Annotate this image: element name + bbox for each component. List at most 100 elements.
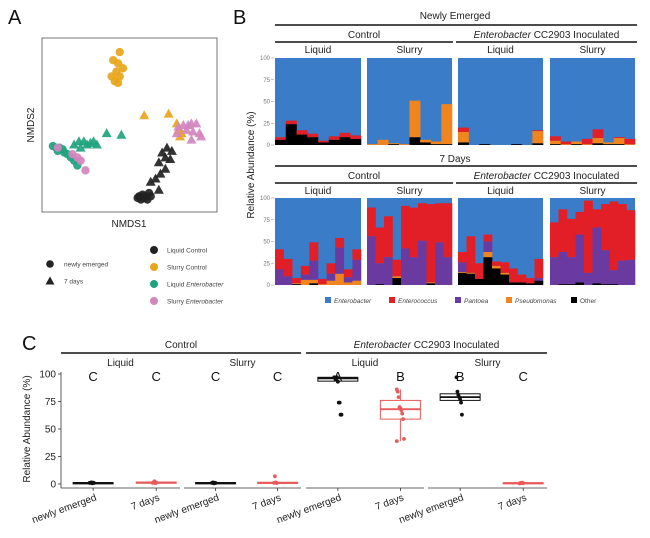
scatter-point-triangle xyxy=(157,147,168,157)
bar-segment-pseudomonas xyxy=(326,280,336,285)
italic-label: Enterobacter xyxy=(474,171,532,182)
bar-segment-pseudomonas xyxy=(426,282,436,284)
box-data-point xyxy=(154,480,159,485)
legend-color-swatch xyxy=(150,297,158,305)
scatter-point-circle xyxy=(113,78,123,88)
c-y-tick-label: 100 xyxy=(39,370,56,381)
scatter-point-triangle xyxy=(163,108,174,118)
enterobacter-background xyxy=(458,58,543,145)
bar-segment-other xyxy=(339,137,351,145)
bar-segment-other xyxy=(458,272,467,285)
bar-segment-pantoea xyxy=(567,257,576,285)
italic-label: Enterobacter xyxy=(474,30,532,41)
legend-swatch xyxy=(571,297,577,303)
bar-segment-other xyxy=(532,143,544,145)
bar-segment-enterococcus xyxy=(458,251,467,263)
bar-segment-other xyxy=(420,142,432,145)
bar-segment-enterococcus xyxy=(326,263,336,274)
scatter-point-triangle xyxy=(153,157,164,167)
bar-segment-enterococcus xyxy=(307,133,319,138)
boxplot-panel: Relative Abundance (%) 0 25 50 75 100 Control… xyxy=(22,340,547,526)
bar-segment-pantoea xyxy=(275,269,284,285)
y-axis-label: NMDS2 xyxy=(26,107,37,142)
legend-color-label: Slurry Control xyxy=(167,265,207,272)
c-facet-label: Slurry xyxy=(229,358,255,369)
scatter-point-circle xyxy=(76,156,85,165)
significance-letter: B xyxy=(396,369,405,384)
c-facet-label: Slurry xyxy=(474,358,500,369)
bar-segment-pseudomonas xyxy=(335,273,345,285)
bar-segment-other xyxy=(388,144,400,145)
bar-segment-other xyxy=(603,144,615,145)
bar-segment-other xyxy=(426,283,436,285)
y-tick-label: 25 xyxy=(263,261,270,267)
bar-segment-pantoea xyxy=(435,242,444,285)
bar-segment-other xyxy=(466,273,476,285)
treatment-label: Enterobacter CC2903 Inoculated xyxy=(474,171,620,182)
bar-segment-pantoea xyxy=(401,248,410,285)
bar-segment-enterococcus xyxy=(392,259,402,277)
bar-segment-enterococcus xyxy=(483,234,493,242)
y-tick-label: 100 xyxy=(260,196,271,202)
y-tick-label: 75 xyxy=(263,218,270,224)
bar-segment-pseudomonas xyxy=(613,138,625,145)
bar-segment-pseudomonas xyxy=(581,144,593,145)
bar-segment-enterococcus xyxy=(384,216,393,258)
legend-color-swatch xyxy=(150,263,158,271)
bar-segment-enterococcus xyxy=(285,120,297,125)
bar-segment-pseudomonas xyxy=(392,276,402,279)
c-facet-label: Liquid xyxy=(352,358,379,369)
bar-segment-enterococcus xyxy=(296,130,308,135)
bar-segment-enterococcus xyxy=(292,278,302,284)
bar-segment-pseudomonas xyxy=(458,271,467,273)
scatter-point-triangle xyxy=(139,110,150,120)
bar-segment-enterococcus xyxy=(609,201,619,271)
bar-segment-other xyxy=(500,274,510,285)
box-data-point xyxy=(274,481,279,486)
bar-segment-enterococcus xyxy=(626,210,636,260)
c-facet-label: Liquid xyxy=(107,358,134,369)
bar-segment-pantoea xyxy=(558,251,568,285)
bar-segment-other xyxy=(613,144,625,145)
bar-segment-pantoea xyxy=(367,236,376,285)
stacked-bar-panel: Relative Abundance (%) Newly Emerged Cont… xyxy=(246,11,637,305)
facet-label: Slurry xyxy=(396,186,422,197)
bar-segment-other xyxy=(296,134,308,145)
bar-segment-enterococcus xyxy=(335,238,345,248)
label-rest: Liquid xyxy=(167,282,186,289)
bar-segment-pantoea xyxy=(592,227,602,284)
box-data-point xyxy=(521,481,526,486)
bar-segment-enterococcus xyxy=(409,207,419,258)
x-axis-label: NMDS1 xyxy=(111,219,146,230)
bar-segment-pantoea xyxy=(352,259,362,281)
bar-segment-pantoea xyxy=(384,257,393,285)
bar-segment-enterococcus xyxy=(401,205,410,249)
box-data-point xyxy=(394,439,399,443)
scatter-point-triangle xyxy=(165,154,176,164)
bar-segment-pantoea xyxy=(409,257,419,285)
label-rest: CC2903 Inoculated xyxy=(411,340,499,351)
bar-segment-pantoea xyxy=(309,260,319,280)
bar-segment-pseudomonas xyxy=(532,131,544,144)
panel-label-a: A xyxy=(8,7,22,29)
legend-color-label: Liquid Control xyxy=(167,248,208,255)
b-y-axis-label: Relative Abundance (%) xyxy=(246,111,257,218)
italic-label: Enterobacter xyxy=(186,282,224,289)
c-x-tick-label: 7 days xyxy=(130,492,161,512)
c-x-tick-label: newly emerged xyxy=(275,492,342,526)
facet-label: Liquid xyxy=(305,45,332,56)
bar-segment-pseudomonas xyxy=(300,279,310,285)
bar-segment-pantoea xyxy=(626,259,636,285)
bar-segment-pseudomonas xyxy=(430,141,442,145)
bar-segment-enterococcus xyxy=(275,137,287,140)
scatter-point-triangle xyxy=(145,176,156,186)
facet-label: Slurry xyxy=(579,45,605,56)
scatter-point-circle xyxy=(115,47,124,57)
legend-color-swatch xyxy=(150,280,158,288)
bar-segment-enterococcus xyxy=(283,258,293,277)
scatter-point-circle xyxy=(135,192,144,201)
bar-segment-other xyxy=(275,139,287,145)
scatter-point-triangle xyxy=(188,126,199,136)
bar-segment-enterococcus xyxy=(367,207,376,237)
